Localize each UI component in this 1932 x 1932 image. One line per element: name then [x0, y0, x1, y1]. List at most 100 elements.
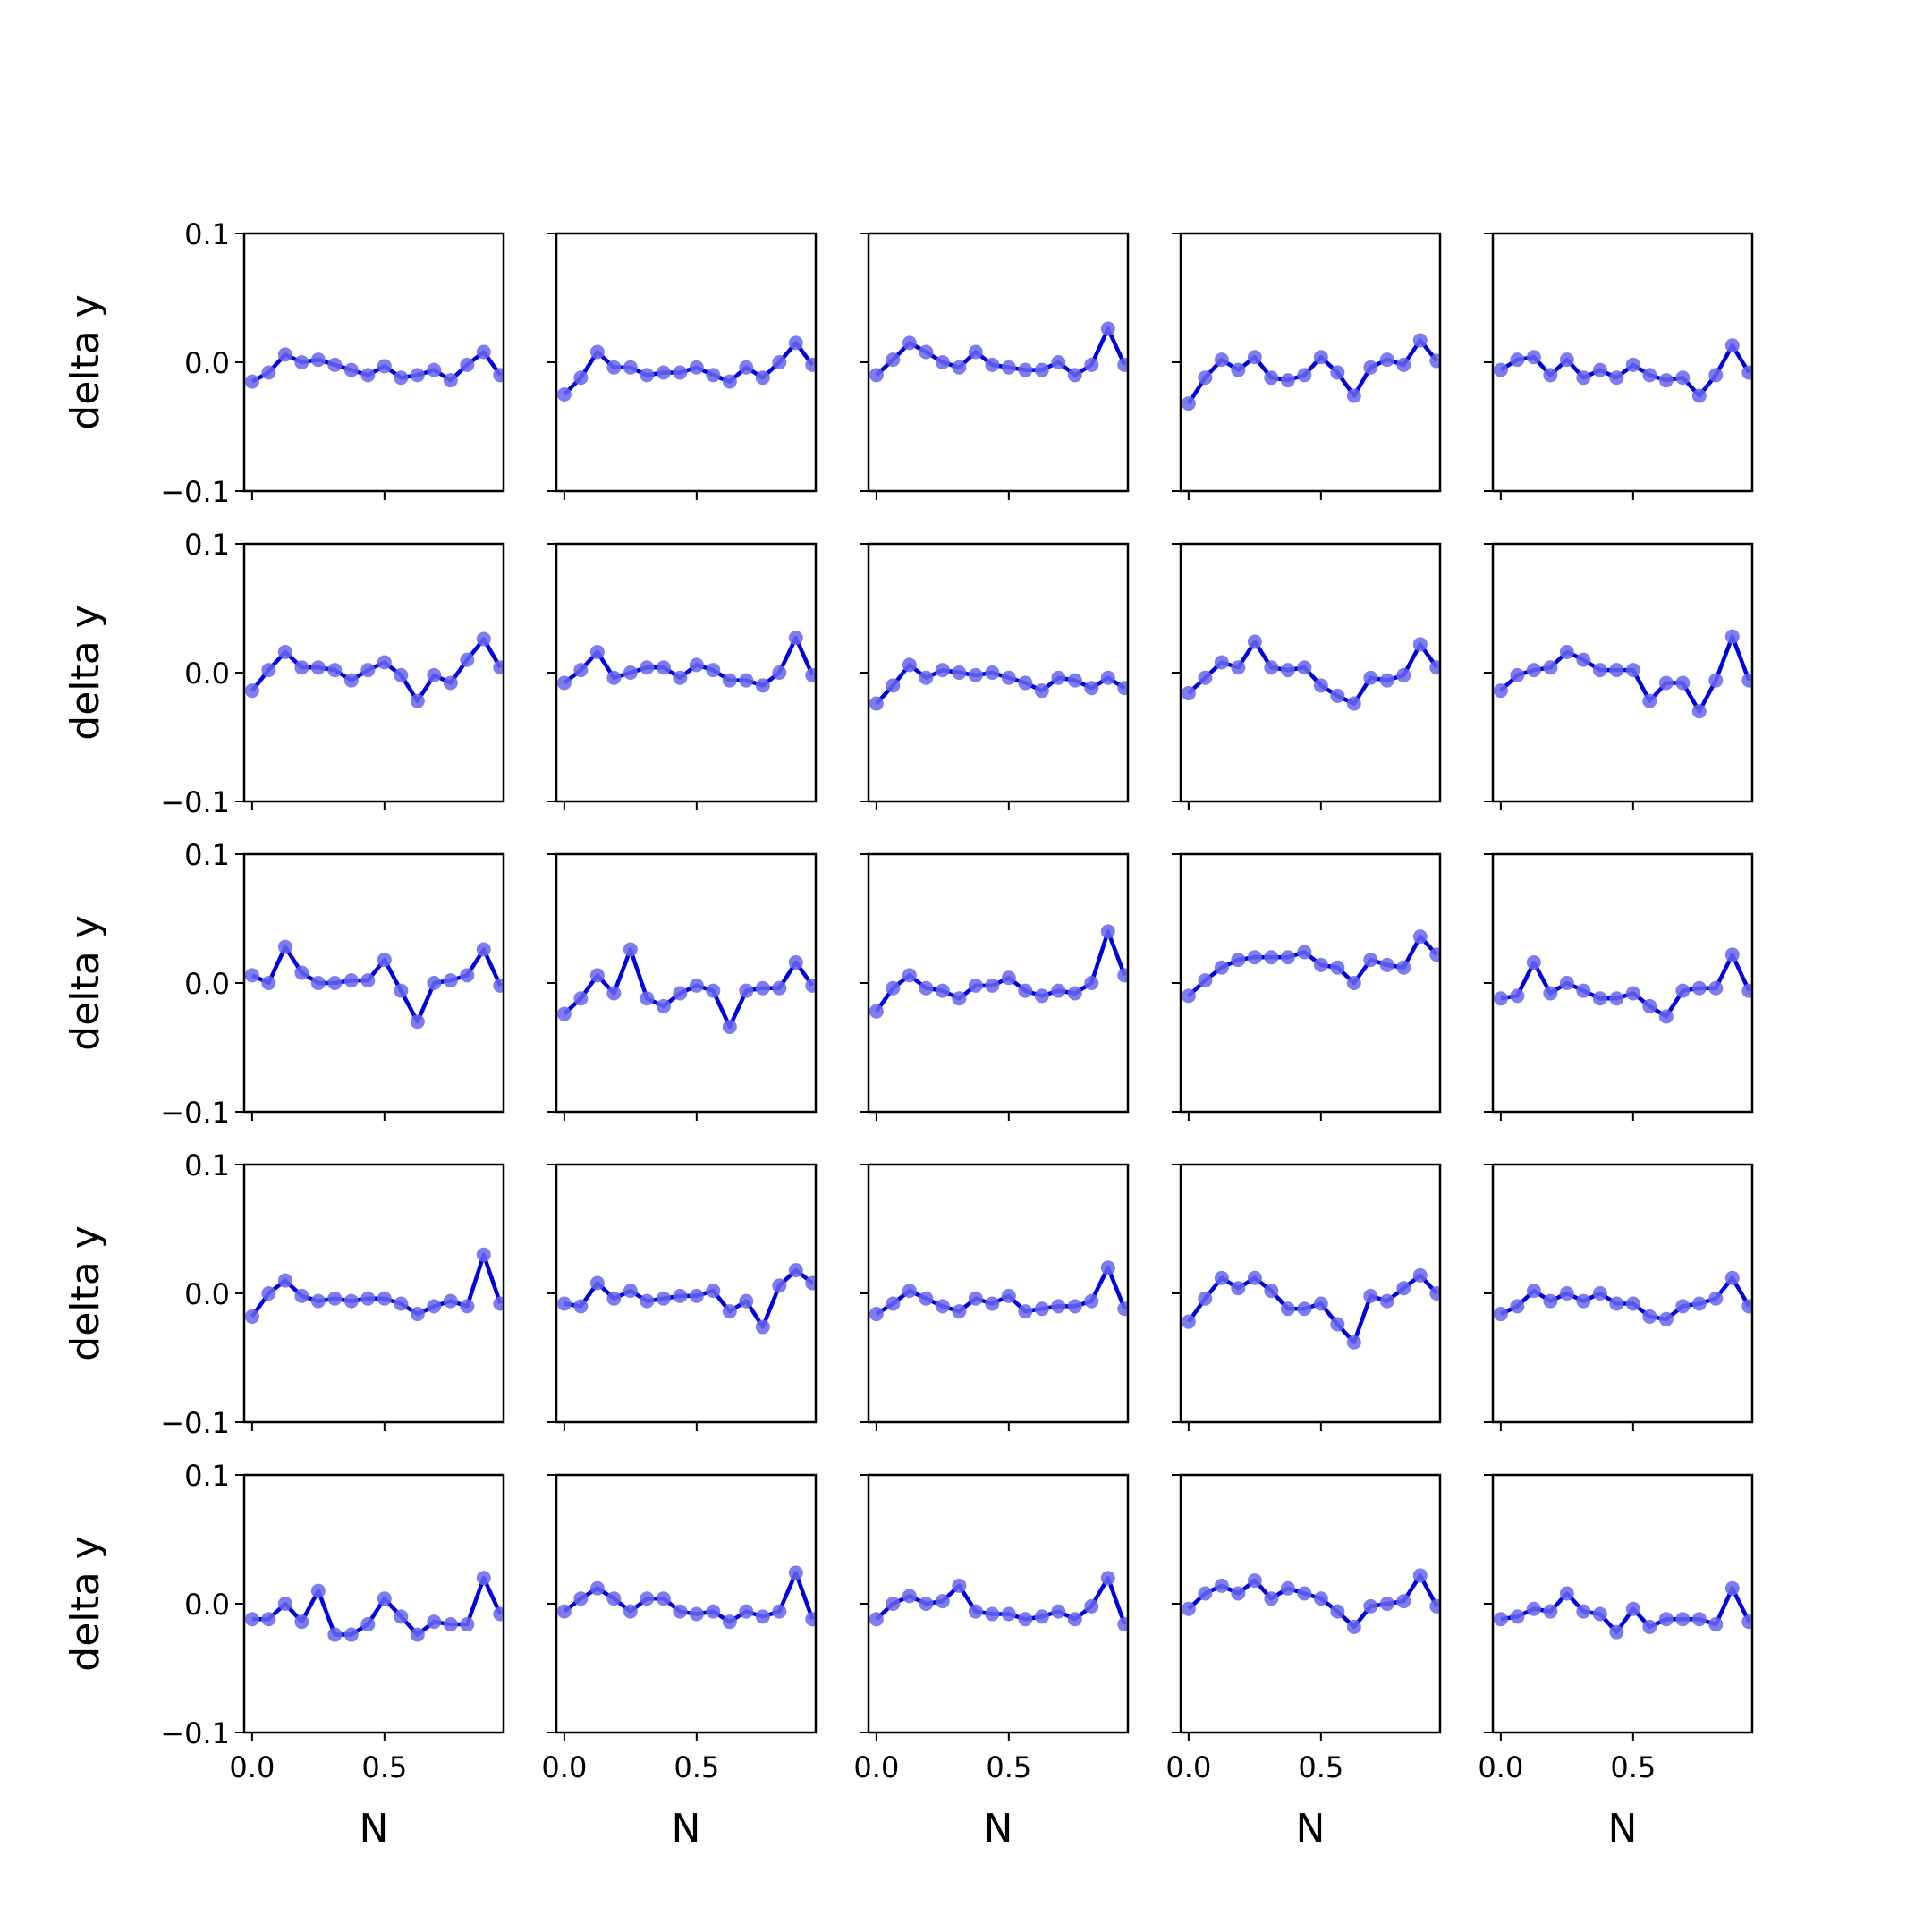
- y-tick-label: −0.1: [160, 785, 230, 819]
- data-point: [1117, 1301, 1128, 1317]
- data-point: [261, 365, 276, 380]
- series-line: [563, 635, 815, 688]
- data-point: [772, 665, 787, 680]
- data-point: [968, 978, 983, 993]
- data-point: [1559, 644, 1574, 659]
- axes-frame: [867, 852, 1130, 1114]
- y-axis-label: delta y: [63, 605, 108, 740]
- panel-r2-c3: [860, 542, 1130, 810]
- data-point: [1100, 1260, 1115, 1275]
- data-point: [443, 1293, 458, 1309]
- data-point: [1691, 388, 1707, 403]
- data-point: [1379, 1293, 1394, 1309]
- data-point: [377, 1291, 392, 1306]
- data-point: [1493, 1307, 1508, 1322]
- axes-frame: [242, 1473, 505, 1734]
- data-point: [1658, 1311, 1674, 1326]
- data-point: [573, 370, 589, 386]
- data-point: [1609, 991, 1624, 1006]
- data-point: [1625, 1601, 1640, 1616]
- y-tick-label: −0.1: [160, 1406, 230, 1440]
- data-point: [935, 355, 950, 369]
- data-point: [1559, 1586, 1574, 1601]
- data-point: [1708, 368, 1724, 383]
- data-point: [277, 644, 292, 659]
- axes-frame: [1491, 542, 1754, 803]
- data-point: [1675, 370, 1690, 386]
- panel-r4-c2: [547, 1163, 818, 1431]
- x-tick-label: 0.0: [853, 1750, 899, 1784]
- x-tick-label: 0.0: [541, 1750, 587, 1784]
- data-point: [1642, 1619, 1657, 1634]
- data-point: [1609, 370, 1624, 386]
- data-point: [310, 1293, 326, 1309]
- data-point: [1313, 350, 1328, 365]
- series-line: [250, 945, 503, 1024]
- data-point: [656, 365, 671, 380]
- data-point: [1198, 370, 1213, 386]
- data-point: [1543, 1293, 1558, 1309]
- data-point: [1001, 970, 1016, 986]
- data-point: [606, 986, 622, 1001]
- data-point: [294, 1614, 309, 1630]
- data-point: [1510, 1609, 1525, 1624]
- data-point: [805, 357, 816, 372]
- axes-frame: [1491, 852, 1754, 1114]
- data-point: [377, 1591, 392, 1606]
- data-point: [1231, 660, 1246, 675]
- data-point: [427, 1614, 442, 1630]
- data-point: [1724, 947, 1740, 962]
- data-point: [1100, 1571, 1115, 1586]
- data-point: [985, 978, 1000, 993]
- data-point: [443, 675, 458, 691]
- series-line: [875, 1575, 1127, 1625]
- data-point: [706, 1284, 721, 1299]
- series-line: [250, 1252, 503, 1318]
- data-point: [460, 357, 475, 372]
- x-tick-label: 0.5: [1610, 1750, 1656, 1784]
- data-point: [1363, 1598, 1378, 1614]
- data-point: [1691, 1612, 1707, 1627]
- data-point: [1543, 1604, 1558, 1619]
- data-point: [427, 667, 442, 682]
- data-point: [1067, 1299, 1082, 1314]
- data-point: [755, 678, 770, 693]
- data-point: [886, 678, 901, 693]
- data-point: [1051, 1299, 1066, 1314]
- data-point: [755, 980, 770, 996]
- series-line: [1187, 934, 1438, 998]
- data-point: [968, 667, 983, 682]
- data-point: [1067, 986, 1082, 1001]
- panel-r4-c4: [1172, 1163, 1442, 1431]
- data-point: [1100, 321, 1115, 336]
- data-point: [1231, 362, 1246, 377]
- data-point: [1001, 1288, 1016, 1303]
- data-point: [244, 1309, 259, 1324]
- series-line: [563, 947, 815, 1030]
- panel-r2-c4: [1172, 542, 1442, 810]
- data-point: [1493, 1612, 1508, 1627]
- data-point: [394, 1609, 409, 1624]
- data-point: [1675, 1612, 1690, 1627]
- data-point: [1592, 663, 1607, 678]
- data-point: [722, 673, 737, 688]
- data-point: [1001, 1606, 1016, 1622]
- data-point: [460, 1617, 475, 1632]
- data-point: [310, 660, 326, 675]
- data-point: [1576, 983, 1591, 998]
- data-point: [886, 352, 901, 368]
- data-point: [1724, 1580, 1740, 1596]
- data-point: [1280, 1301, 1295, 1317]
- panel-r3-c1: 0.1 0.0 −0.1 delta y: [63, 838, 505, 1130]
- panel-r3-c4: [1172, 852, 1442, 1121]
- series-line: [1499, 343, 1751, 398]
- data-point: [1510, 352, 1525, 368]
- data-point: [1708, 673, 1724, 688]
- data-point: [476, 631, 491, 647]
- data-point: [1609, 663, 1624, 678]
- data-point: [1642, 368, 1657, 383]
- data-point: [935, 1299, 950, 1314]
- data-point: [739, 360, 754, 375]
- data-point: [739, 673, 754, 688]
- data-point: [327, 357, 343, 372]
